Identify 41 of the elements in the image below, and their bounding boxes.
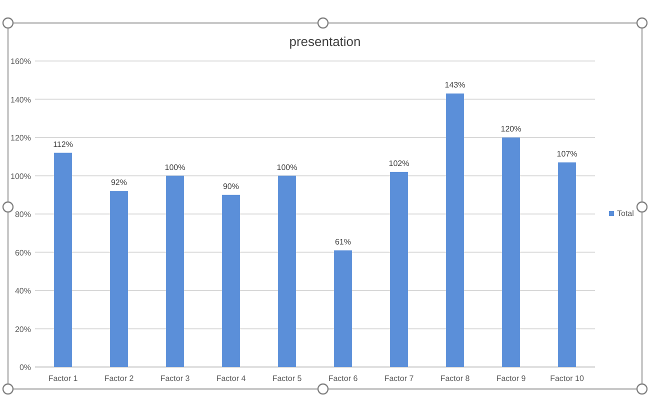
- bar: [166, 176, 184, 367]
- x-tick-label: Factor 4: [216, 374, 246, 383]
- text: 143%: [444, 80, 466, 90]
- y-tick-label: 140%: [10, 95, 31, 104]
- x-tick-label: Factor 7: [384, 374, 414, 383]
- y-tick-label: 120%: [10, 134, 31, 142]
- bar: [446, 94, 464, 367]
- bar: [222, 194, 240, 367]
- y-tick-label: 20%: [14, 324, 31, 334]
- x-tick-label: Factor 9: [496, 374, 526, 383]
- text: 90%: [222, 182, 240, 191]
- bar: [558, 162, 576, 367]
- x-tick-label: Factor 6: [328, 374, 358, 383]
- x-tick-label: Factor 8: [440, 374, 470, 383]
- text: 92%: [110, 178, 128, 188]
- bar: [390, 172, 408, 367]
- bar: [110, 191, 128, 367]
- y-tick-label: 80%: [14, 210, 31, 219]
- x-tick-label: Factor 2: [104, 374, 134, 383]
- text: 112%: [53, 140, 73, 149]
- y-tick-label: 160%: [10, 57, 31, 66]
- x-tick-label: Factor 3: [160, 374, 190, 383]
- bar: [334, 250, 352, 367]
- chart-title: presentation: [289, 34, 361, 49]
- bar: [502, 138, 520, 367]
- legend-label: Total: [617, 209, 634, 218]
- text: 120%: [500, 124, 522, 134]
- text: 102%: [388, 158, 410, 168]
- y-tick-label: 100%: [10, 172, 31, 181]
- text: 107%: [556, 149, 578, 158]
- x-tick-label: Factor 5: [272, 374, 302, 383]
- y-tick-label: 0%: [19, 363, 31, 372]
- text: 100%: [276, 162, 298, 172]
- x-tick-label: Factor 10: [550, 374, 584, 383]
- y-tick-label: 40%: [14, 286, 31, 296]
- text: 61%: [334, 237, 352, 246]
- y-tick-label: 60%: [14, 248, 31, 258]
- text: 100%: [164, 162, 186, 172]
- bar: [278, 176, 296, 367]
- x-tick-label: Factor 1: [48, 374, 78, 383]
- bar: [54, 152, 72, 367]
